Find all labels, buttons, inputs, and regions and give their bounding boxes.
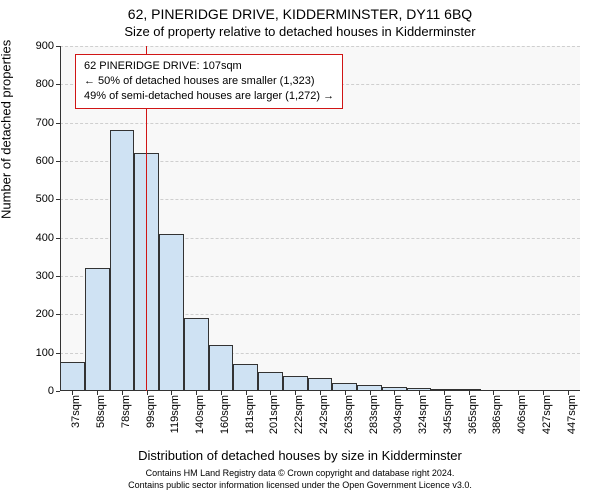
x-tick-mark	[147, 391, 148, 395]
y-tick-mark	[56, 353, 60, 354]
callout-line-3: 49% of semi-detached houses are larger (…	[84, 89, 334, 104]
x-tick-label: 140sqm	[194, 395, 206, 434]
x-axis-label: Distribution of detached houses by size …	[0, 448, 600, 463]
property-callout: 62 PINERIDGE DRIVE: 107sqm ← 50% of deta…	[75, 54, 343, 109]
x-tick-mark	[493, 391, 494, 395]
x-tick-mark	[543, 391, 544, 395]
callout-line-2: ← 50% of detached houses are smaller (1,…	[84, 74, 334, 89]
histogram-bar	[233, 364, 258, 391]
histogram-bar	[60, 362, 85, 391]
x-tick-label: 37sqm	[70, 395, 82, 428]
x-tick-label: 345sqm	[442, 395, 454, 434]
histogram-bar	[184, 318, 209, 391]
x-tick-mark	[568, 391, 569, 395]
x-tick-label: 427sqm	[541, 395, 553, 434]
histogram-bar	[308, 378, 333, 391]
x-tick-label: 447sqm	[566, 395, 578, 434]
x-tick-label: 119sqm	[169, 395, 181, 433]
y-tick-mark	[56, 199, 60, 200]
x-tick-label: 58sqm	[95, 395, 107, 428]
x-tick-label: 181sqm	[244, 395, 256, 434]
x-tick-label: 406sqm	[516, 395, 528, 434]
x-tick-label: 78sqm	[120, 395, 132, 428]
y-tick-mark	[56, 161, 60, 162]
x-tick-label: 304sqm	[392, 395, 404, 434]
x-tick-mark	[97, 391, 98, 395]
y-tick-mark	[56, 46, 60, 47]
histogram-bar	[209, 345, 234, 391]
x-tick-label: 99sqm	[145, 395, 157, 428]
chart-container: 62, PINERIDGE DRIVE, KIDDERMINSTER, DY11…	[0, 0, 600, 500]
footer-line-2: Contains public sector information licen…	[0, 480, 600, 492]
histogram-bar	[159, 234, 184, 391]
x-tick-mark	[518, 391, 519, 395]
histogram-bar	[85, 268, 110, 391]
chart-subtitle: Size of property relative to detached ho…	[0, 24, 600, 39]
x-tick-label: 283sqm	[368, 395, 380, 434]
x-tick-mark	[246, 391, 247, 395]
x-tick-mark	[394, 391, 395, 395]
chart-footer: Contains HM Land Registry data © Crown c…	[0, 468, 600, 491]
x-tick-mark	[270, 391, 271, 395]
x-tick-label: 386sqm	[491, 395, 503, 434]
y-tick-mark	[56, 84, 60, 85]
histogram-bar	[110, 130, 135, 391]
chart-title: 62, PINERIDGE DRIVE, KIDDERMINSTER, DY11…	[0, 6, 600, 22]
gridline	[60, 123, 580, 124]
histogram-bar	[258, 372, 283, 391]
y-axis-label: Number of detached properties	[0, 39, 14, 218]
x-tick-mark	[320, 391, 321, 395]
x-tick-label: 160sqm	[219, 395, 231, 434]
callout-line-1: 62 PINERIDGE DRIVE: 107sqm	[84, 59, 334, 74]
y-tick-mark	[56, 238, 60, 239]
x-tick-mark	[122, 391, 123, 395]
x-tick-mark	[221, 391, 222, 395]
x-tick-mark	[345, 391, 346, 395]
x-tick-label: 201sqm	[268, 395, 280, 434]
x-tick-mark	[196, 391, 197, 395]
x-tick-mark	[444, 391, 445, 395]
x-tick-label: 324sqm	[417, 395, 429, 434]
y-tick-mark	[56, 276, 60, 277]
x-tick-label: 242sqm	[318, 395, 330, 434]
gridline	[60, 46, 580, 47]
y-tick-mark	[56, 391, 60, 392]
y-tick-mark	[56, 123, 60, 124]
y-tick-mark	[56, 314, 60, 315]
plot-area: 0100200300400500600700800900 37sqm58sqm7…	[60, 46, 580, 391]
x-tick-mark	[295, 391, 296, 395]
x-tick-mark	[370, 391, 371, 395]
x-tick-label: 365sqm	[467, 395, 479, 434]
x-tick-mark	[419, 391, 420, 395]
x-tick-mark	[469, 391, 470, 395]
y-axis-line	[60, 46, 61, 391]
footer-line-1: Contains HM Land Registry data © Crown c…	[0, 468, 600, 480]
x-tick-mark	[171, 391, 172, 395]
x-tick-label: 222sqm	[293, 395, 305, 434]
x-tick-label: 263sqm	[343, 395, 355, 434]
histogram-bar	[283, 376, 308, 391]
x-tick-mark	[72, 391, 73, 395]
